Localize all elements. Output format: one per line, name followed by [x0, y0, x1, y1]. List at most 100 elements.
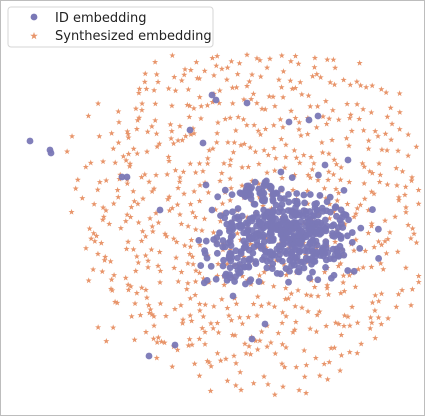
synthesized-embedding-point [136, 85, 143, 92]
synthesized-embedding-point [305, 92, 312, 99]
id-embedding-point [321, 216, 329, 224]
id-embedding-point [306, 191, 314, 198]
legend-star-icon [30, 32, 38, 40]
synthesized-embedding-point [319, 113, 327, 120]
synthesized-embedding-point [131, 336, 138, 343]
synthesized-embedding-point [289, 329, 297, 335]
synthesized-embedding-point [96, 178, 103, 185]
synthesized-embedding-point [375, 238, 382, 245]
synthesized-embedding-point [314, 311, 321, 318]
synthesized-embedding-point [278, 84, 285, 90]
synthesized-embedding-point [153, 130, 160, 137]
synthesized-embedding-point [223, 76, 230, 83]
synthesized-embedding-point [209, 54, 216, 61]
synthesized-embedding-point [192, 278, 199, 285]
synthesized-embedding-point [189, 253, 196, 260]
synthesized-embedding-point [264, 64, 271, 71]
synthesized-embedding-point [228, 317, 235, 323]
synthesized-embedding-point [240, 96, 247, 103]
synthesized-embedding-point [90, 266, 97, 273]
synthesized-embedding-point [405, 221, 412, 228]
synthesized-embedding-point [384, 113, 391, 120]
synthesized-embedding-point [354, 350, 361, 356]
synthesized-embedding-point [173, 254, 180, 261]
synthesized-embedding-point [408, 177, 415, 184]
synthesized-embedding-point [307, 103, 314, 109]
id-embedding-point [279, 220, 287, 228]
id-embedding-point [202, 181, 210, 189]
id-embedding-point [234, 254, 241, 262]
id-embedding-point [344, 267, 352, 274]
synthesized-embedding-point [210, 325, 217, 331]
synthesized-embedding-point [210, 72, 217, 79]
synthesized-embedding-point [358, 340, 365, 347]
id-embedding-point [259, 192, 266, 200]
synthesized-embedding-point [281, 164, 288, 171]
synthesized-embedding-point [224, 304, 231, 311]
synthesized-embedding-point [175, 184, 182, 191]
synthesized-embedding-point [378, 86, 385, 92]
id-embedding-point [267, 230, 275, 238]
synthesized-embedding-point [168, 135, 175, 142]
synthesized-embedding-point [191, 188, 198, 195]
synthesized-embedding-point [365, 145, 372, 152]
synthesized-embedding-point [352, 236, 359, 243]
synthesized-embedding-point [325, 291, 332, 298]
synthesized-embedding-point [409, 286, 416, 292]
id-embedding-point [244, 186, 252, 194]
synthesized-embedding-point [85, 112, 92, 119]
synthesized-embedding-point [335, 320, 342, 327]
synthesized-embedding-point [175, 278, 182, 285]
id-embedding-point [286, 222, 294, 229]
synthesized-embedding-point [246, 78, 253, 85]
synthesized-embedding-point [190, 261, 197, 267]
synthesized-embedding-point [64, 148, 71, 155]
synthesized-embedding-point [287, 77, 294, 84]
synthesized-embedding-point [173, 238, 180, 245]
synthesized-embedding-point [405, 131, 412, 138]
synthesized-embedding-point [378, 321, 385, 327]
synthesized-embedding-point [143, 294, 150, 301]
synthesized-embedding-point [270, 283, 277, 289]
synthesized-embedding-point [125, 130, 132, 137]
id-embedding-point [306, 216, 314, 224]
synthesized-embedding-point [316, 372, 323, 379]
id-embedding-point [285, 198, 293, 206]
id-embedding-point [273, 269, 281, 277]
synthesized-embedding-point [341, 288, 348, 294]
synthesized-embedding-point [184, 280, 191, 286]
synthesized-embedding-point [389, 120, 396, 127]
synthesized-embedding-point [239, 182, 246, 189]
synthesized-embedding-point [234, 71, 241, 77]
legend-item-id: ID embedding [30, 11, 147, 26]
synthesized-embedding-point [351, 213, 358, 220]
synthesized-embedding-point [201, 215, 208, 222]
id-embedding-point [301, 199, 308, 207]
synthesized-embedding-point [221, 281, 228, 288]
synthesized-embedding-point [186, 250, 193, 257]
synthesized-embedding-point [196, 372, 203, 379]
synthesized-embedding-point [382, 217, 389, 224]
synthesized-embedding-point [374, 133, 382, 139]
synthesized-embedding-point [220, 160, 227, 166]
synthesized-embedding-point [176, 178, 183, 185]
synthesized-embedding-point [330, 56, 337, 63]
synthesized-embedding-point [396, 126, 403, 132]
id-embedding-point [229, 208, 236, 216]
synthesized-embedding-point [164, 171, 171, 178]
synthesized-embedding-point [201, 67, 208, 74]
synthesized-embedding-point [365, 137, 372, 144]
synthesized-embedding-point [155, 78, 162, 85]
synthesized-embedding-point [349, 303, 356, 310]
synthesized-embedding-point [189, 209, 196, 216]
synthesized-embedding-point [326, 215, 333, 222]
synthesized-embedding-point [324, 376, 331, 383]
synthesized-embedding-point [128, 203, 135, 210]
synthesized-embedding-point [354, 101, 361, 107]
synthesized-embedding-point [224, 377, 231, 384]
synthesized-embedding-point [196, 307, 203, 314]
synthesized-embedding-point [311, 64, 318, 70]
synthesized-embedding-point [168, 128, 175, 134]
synthesized-embedding-point [279, 124, 286, 130]
